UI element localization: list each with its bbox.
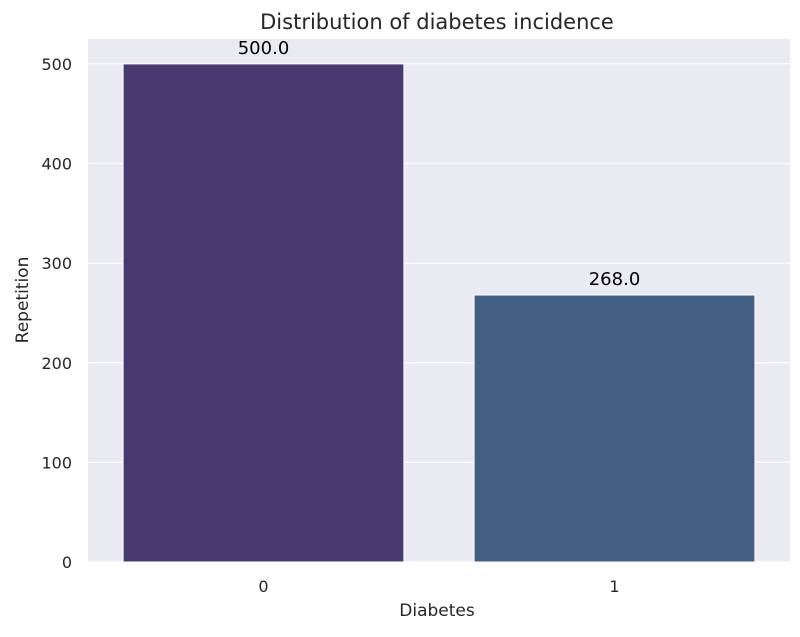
y-tick-label: 500 <box>41 55 72 74</box>
y-tick-label: 200 <box>41 354 72 373</box>
bar-1 <box>473 294 756 563</box>
bar-0 <box>122 63 405 563</box>
data-labels: 500.0 268.0 <box>238 38 641 290</box>
chart-title: Distribution of diabetes incidence <box>260 10 614 34</box>
y-tick-label: 300 <box>41 254 72 273</box>
x-tick-label: 1 <box>609 577 619 596</box>
y-axis-label: Repetition <box>13 257 33 344</box>
y-tick-labels: 0 100 200 300 400 500 <box>41 55 72 572</box>
x-tick-label: 0 <box>258 577 268 596</box>
y-tick-label: 0 <box>62 553 72 572</box>
bars <box>122 63 756 563</box>
data-label: 500.0 <box>238 38 290 59</box>
y-tick-label: 100 <box>41 453 72 472</box>
y-tick-label: 400 <box>41 155 72 174</box>
x-axis-label: Diabetes <box>399 601 475 621</box>
data-label: 268.0 <box>589 269 641 290</box>
